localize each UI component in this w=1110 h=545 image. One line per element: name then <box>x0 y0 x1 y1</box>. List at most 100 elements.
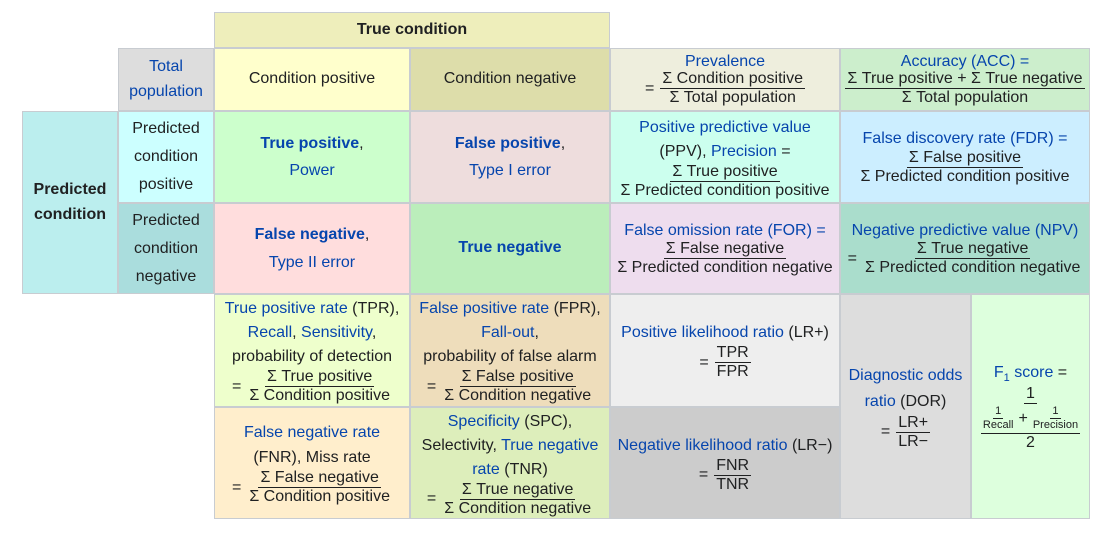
for-formula: Σ False negative Σ Predicted condition n… <box>615 241 834 276</box>
prevalence-denominator: Σ Total population <box>669 89 796 107</box>
dor-link-1[interactable]: Diagnostic odds <box>848 367 963 385</box>
tnr-link-2[interactable]: rate <box>472 460 500 478</box>
for-numerator: Σ False negative <box>663 240 787 260</box>
tp-comma: , <box>359 134 364 152</box>
sensitivity-link[interactable]: Sensitivity <box>301 324 372 341</box>
fpr-numerator: Σ False positive <box>459 368 576 387</box>
f1-recall-one: 1 <box>993 405 1004 420</box>
ppv-denominator: Σ Predicted condition positive <box>620 181 830 199</box>
lr-positive-cell: Positive likelihood ratio (LR+) = TPR FP… <box>610 294 840 407</box>
for-cell: False omission rate (FOR) = Σ False nega… <box>610 203 840 294</box>
tnr-abbrev: (TNR) <box>504 460 548 478</box>
specificity-cell: Specificity (SPC), Selectivity, True neg… <box>410 407 610 519</box>
fnr-link[interactable]: False negative rate <box>243 423 381 441</box>
true-negative-link[interactable]: True negative <box>458 239 562 257</box>
type-i-error-link[interactable]: Type I error <box>469 162 551 179</box>
ppv-numerator: Σ True positive <box>670 162 780 182</box>
fall-out-link[interactable]: Fall-out <box>481 324 535 341</box>
f1-score-word: score <box>1014 363 1054 381</box>
tpr-numerator: Σ True positive <box>264 368 375 387</box>
specificity-link[interactable]: Specificity <box>447 412 520 430</box>
accuracy-numerator: Σ True positive + Σ True negative <box>845 70 1085 90</box>
fnr-equals: = <box>232 478 242 496</box>
false-positive-link[interactable]: False positive <box>454 134 561 152</box>
predicted-positive-header: Predicted condition positive <box>118 111 214 203</box>
fdr-numerator: Σ False positive <box>906 148 1024 168</box>
lr-positive-abbrev: (LR+) <box>788 324 829 341</box>
f1-link[interactable]: F1 score <box>993 363 1054 384</box>
npv-denominator: Σ Predicted condition negative <box>864 259 1081 277</box>
lr-negative-link[interactable]: Negative likelihood ratio <box>617 436 788 454</box>
prevalence-cell: Prevalence = Σ Condition positive Σ Tota… <box>610 48 840 111</box>
lr-positive-equals: = <box>699 353 709 371</box>
predicted-condition-text: Predicted condition <box>33 180 107 223</box>
false-negative-cell: False negative, Type II error <box>214 203 410 294</box>
dor-link-2[interactable]: ratio <box>864 393 896 410</box>
fnr-denominator: Σ Condition positive <box>249 488 390 506</box>
spc-formula: Σ True negative Σ Condition negative <box>442 481 593 517</box>
predicted-negative-header: Predicted condition negative <box>118 203 214 294</box>
type-ii-error-link[interactable]: Type II error <box>268 253 356 271</box>
total-population-link[interactable]: Total population <box>129 57 203 100</box>
f1-subscript: 1 <box>1003 371 1010 384</box>
predicted-positive-text: Predicted condition positive <box>132 120 200 193</box>
for-denominator: Σ Predicted condition negative <box>617 259 833 277</box>
lr-positive-link[interactable]: Positive likelihood ratio <box>621 324 784 341</box>
recall-link[interactable]: Recall <box>247 324 293 341</box>
f1-letter: F <box>993 363 1004 381</box>
false-positive-cell: False positive, Type I error <box>410 111 610 203</box>
prevalence-link[interactable]: Prevalence <box>684 52 766 70</box>
accuracy-link[interactable]: Accuracy (ACC) = <box>900 52 1030 70</box>
tnr-link-1[interactable]: True negative <box>501 436 599 454</box>
f1-denominator: 2 <box>1026 434 1035 452</box>
tpr-link[interactable]: True positive rate <box>224 300 348 317</box>
total-population-cell[interactable]: Total population <box>118 48 214 111</box>
ppv-equals: = <box>781 142 791 160</box>
f1-precision-text: Precision <box>1032 419 1079 432</box>
fpr-cell: False positive rate (FPR), Fall-out, pro… <box>410 294 610 407</box>
prevalence-numerator: Σ Condition positive <box>660 70 805 90</box>
f1-numerator: 1 <box>1024 385 1037 405</box>
lr-positive-numerator: TPR <box>714 344 751 363</box>
fpr-probability-text: probability of false alarm <box>423 348 597 365</box>
true-positive-link[interactable]: True positive <box>260 134 360 152</box>
f1-equals: = <box>1057 363 1068 381</box>
fdr-link[interactable]: False discovery rate (FDR) = <box>862 130 1068 148</box>
dor-abbrev: (DOR) <box>900 393 947 410</box>
power-link[interactable]: Power <box>289 162 335 179</box>
dor-denominator: LR− <box>898 432 929 450</box>
fp-comma: , <box>560 134 566 152</box>
f1-recall-frac: 1 Recall <box>981 406 1016 431</box>
accuracy-denominator: Σ Total population <box>901 89 1029 107</box>
dor-cell: Diagnostic odds ratio (DOR) = LR+ LR− <box>840 294 971 519</box>
fdr-formula: Σ False positive Σ Predicted condition p… <box>858 148 1071 185</box>
f1-precision-one: 1 <box>1050 405 1061 420</box>
npv-cell: Negative predictive value (NPV) = Σ True… <box>840 203 1090 294</box>
tpr-equals: = <box>232 377 242 395</box>
prevalence-equals: = <box>645 79 655 97</box>
fpr-equals: = <box>426 377 437 395</box>
fdr-cell: False discovery rate (FDR) = Σ False pos… <box>840 111 1090 203</box>
false-negative-link[interactable]: False negative <box>254 226 365 244</box>
tpr-probability-text: probability of detection <box>231 348 393 365</box>
tpr-comma-1: , <box>292 324 297 341</box>
dor-equals: = <box>880 423 891 441</box>
ppv-link[interactable]: Positive predictive value <box>639 118 811 136</box>
fnr-numerator: Σ False negative <box>258 469 381 489</box>
fnr-abbrev: (FNR), Miss rate <box>253 448 371 466</box>
condition-positive-text: Condition positive <box>248 70 376 88</box>
predicted-condition-header: Predicted condition <box>22 111 118 294</box>
npv-link[interactable]: Negative predictive value (NPV) <box>851 221 1079 239</box>
precision-link[interactable]: Precision <box>710 142 777 160</box>
tpr-cell: True positive rate (TPR), Recall, Sensit… <box>214 294 410 407</box>
true-positive-cell: True positive, Power <box>214 111 410 203</box>
true-negative-cell: True negative <box>410 203 610 294</box>
ppv-cell: Positive predictive value (PPV), Precisi… <box>610 111 840 203</box>
npv-equals: = <box>847 249 857 267</box>
for-link[interactable]: False omission rate (FOR) = <box>624 221 826 239</box>
f1-plus: + <box>1018 409 1028 427</box>
fpr-link[interactable]: False positive rate <box>419 300 550 317</box>
spc-abbrev: (SPC), <box>524 412 573 430</box>
condition-negative-header: Condition negative <box>410 48 610 111</box>
fpr-formula: Σ False positive Σ Condition negative <box>442 369 593 404</box>
